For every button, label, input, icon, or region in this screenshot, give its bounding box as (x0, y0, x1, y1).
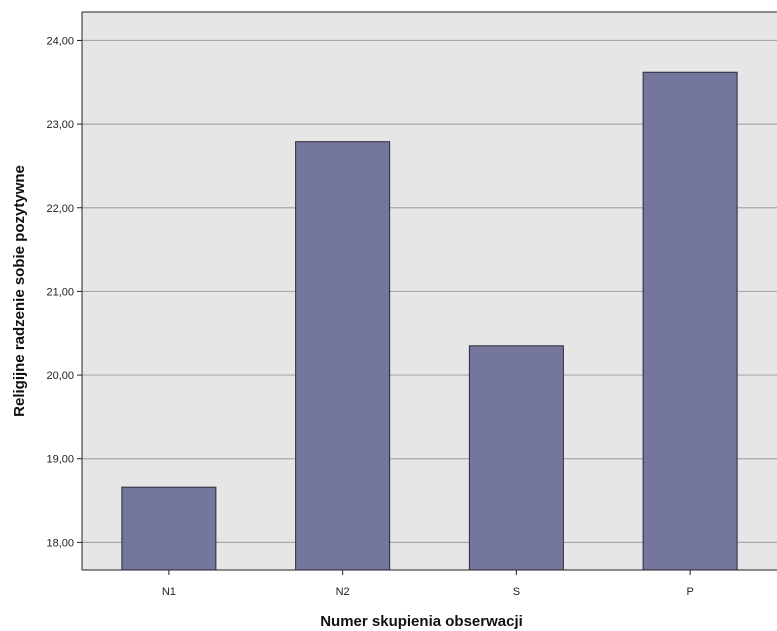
axes (77, 11, 777, 575)
x-axis-title: Numer skupienia obserwacji (320, 613, 523, 630)
y-tick-label: 22,00 (46, 203, 74, 215)
y-tick-label: 18,00 (46, 537, 74, 549)
bar-N2 (295, 141, 391, 571)
bar-S (468, 345, 564, 571)
x-tick-label: S (513, 586, 520, 598)
x-tick-labels: N1 N2 S P (162, 586, 694, 598)
y-tick-label: 23,00 (46, 119, 74, 131)
bar-P (642, 71, 738, 571)
x-tick-label: N2 (336, 586, 350, 598)
x-tick-label: N1 (162, 586, 176, 598)
y-tick-label: 21,00 (46, 286, 74, 298)
y-axis-title: Religijne radzenie sobie pozytywne (11, 165, 28, 417)
x-tick-label: P (686, 586, 693, 598)
bar-N1 (121, 486, 217, 571)
y-tick-label: 19,00 (46, 454, 74, 466)
y-tick-labels: 18,00 19,00 20,00 21,00 22,00 23,00 24,00 (46, 35, 74, 549)
y-tick-label: 24,00 (46, 35, 74, 47)
y-tick-label: 20,00 (46, 370, 74, 382)
